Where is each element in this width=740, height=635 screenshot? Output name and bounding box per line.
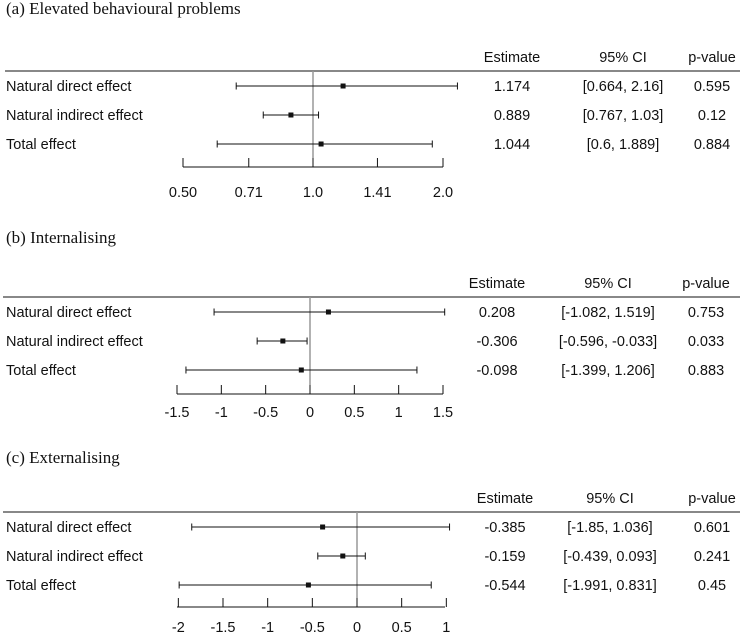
forest-row: Natural indirect effect 0.889 [0.767, 1.03… xyxy=(6,108,726,124)
x-tick-label: 1.41 xyxy=(363,185,391,201)
ci-value: [-1.082, 1.519] xyxy=(561,305,655,321)
p-value: 0.12 xyxy=(698,108,726,124)
row-label: Total effect xyxy=(6,578,76,594)
estimate-point xyxy=(320,524,326,530)
x-tick-label: 0 xyxy=(353,620,361,635)
forest-row: Natural indirect effect -0.159 [-0.439, 0.… xyxy=(6,549,730,565)
ci-value: [-1.85, 1.036] xyxy=(567,520,652,536)
estimate-value: -0.159 xyxy=(484,549,525,565)
ci-value: [0.767, 1.03] xyxy=(583,108,664,124)
panel-title: (a) Elevated behavioural problems xyxy=(6,0,241,18)
ci-value: [-1.399, 1.206] xyxy=(561,363,655,379)
x-tick-label: -1.5 xyxy=(164,405,189,421)
row-label: Natural direct effect xyxy=(6,79,131,95)
p-value: 0.884 xyxy=(694,137,730,153)
estimate-point xyxy=(288,112,294,118)
forest-row: Total effect -0.544 [-1.991, 0.831] 0.45 xyxy=(6,578,726,594)
panel-title: (b) Internalising xyxy=(6,228,116,247)
ci-header: 95% CI xyxy=(599,50,647,66)
forest-panel-3: (c) Externalising Estimate 95% CI p-value Na… xyxy=(3,448,740,635)
estimate-point xyxy=(305,582,311,588)
p-value: 0.45 xyxy=(698,578,726,594)
x-axis: -2 -1.5 -1 -0.5 0 0.5 1 xyxy=(172,598,450,635)
x-tick-label: 1 xyxy=(395,405,403,421)
estimate-point xyxy=(298,367,304,373)
ci-header: 95% CI xyxy=(586,491,634,507)
estimate-value: -0.544 xyxy=(484,578,525,594)
x-tick-label: 2.0 xyxy=(433,185,453,201)
p-value: 0.601 xyxy=(694,520,730,536)
estimate-value: -0.306 xyxy=(476,334,517,350)
p-value-header: p-value xyxy=(688,491,736,507)
x-tick-label: -1 xyxy=(261,620,274,635)
p-value: 0.753 xyxy=(688,305,724,321)
x-tick-label: 0.50 xyxy=(169,185,197,201)
x-axis: 0.50 0.71 1.0 1.41 2.0 xyxy=(169,158,453,201)
row-label: Natural indirect effect xyxy=(6,108,143,124)
forest-panel-2: (b) Internalising Estimate 95% CI p-value Na… xyxy=(3,228,740,421)
p-value-header: p-value xyxy=(688,50,736,66)
x-tick-label: -1 xyxy=(215,405,228,421)
estimate-point xyxy=(340,553,346,559)
row-label: Total effect xyxy=(6,363,76,379)
panel-title: (c) Externalising xyxy=(6,448,120,467)
ci-value: [0.6, 1.889] xyxy=(587,137,660,153)
forest-panel-1: (a) Elevated behavioural problems Estimat… xyxy=(5,0,740,201)
ci-value: [0.664, 2.16] xyxy=(583,79,664,95)
estimate-value: 1.174 xyxy=(494,79,530,95)
p-value: 0.883 xyxy=(688,363,724,379)
estimate-header: Estimate xyxy=(477,491,533,507)
estimate-point xyxy=(340,83,346,89)
x-tick-label: 1.5 xyxy=(433,405,453,421)
estimate-value: -0.385 xyxy=(484,520,525,536)
x-tick-label: -0.5 xyxy=(253,405,278,421)
row-label: Natural indirect effect xyxy=(6,334,143,350)
p-value: 0.241 xyxy=(694,549,730,565)
ci-value: [-0.439, 0.093] xyxy=(563,549,657,565)
estimate-header: Estimate xyxy=(469,276,525,292)
x-tick-label: -0.5 xyxy=(300,620,325,635)
estimate-value: 1.044 xyxy=(494,137,530,153)
estimate-header: Estimate xyxy=(484,50,540,66)
x-tick-label: 1 xyxy=(442,620,450,635)
forest-row: Total effect 1.044 [0.6, 1.889] 0.884 xyxy=(6,137,730,153)
x-tick-label: 1.0 xyxy=(303,185,323,201)
x-tick-label: 0.5 xyxy=(392,620,412,635)
estimate-point xyxy=(325,309,331,315)
row-label: Natural indirect effect xyxy=(6,549,143,565)
x-tick-label: 0 xyxy=(306,405,314,421)
ci-value: [-0.596, -0.033] xyxy=(559,334,657,350)
x-axis: -1.5 -1 -0.5 0 0.5 1 1.5 xyxy=(164,385,453,421)
x-tick-label: 0.5 xyxy=(344,405,364,421)
ci-value: [-1.991, 0.831] xyxy=(563,578,657,594)
x-tick-label: -2 xyxy=(172,620,185,635)
forest-row: Natural direct effect -0.385 [-1.85, 1.036… xyxy=(6,520,730,536)
forest-row: Natural direct effect 1.174 [0.664, 2.16] 0… xyxy=(6,79,730,95)
estimate-point xyxy=(280,338,286,344)
estimate-value: 0.208 xyxy=(479,305,515,321)
x-tick-label: 0.71 xyxy=(235,185,263,201)
estimate-value: -0.098 xyxy=(476,363,517,379)
ci-header: 95% CI xyxy=(584,276,632,292)
forest-row: Total effect -0.098 [-1.399, 1.206] 0.883 xyxy=(6,363,724,379)
estimate-point xyxy=(318,141,324,147)
forest-row: Natural indirect effect -0.306 [-0.596, -0… xyxy=(6,334,724,350)
x-tick-label: -1.5 xyxy=(211,620,236,635)
p-value-header: p-value xyxy=(682,276,730,292)
p-value: 0.595 xyxy=(694,79,730,95)
row-label: Total effect xyxy=(6,137,76,153)
row-label: Natural direct effect xyxy=(6,520,131,536)
p-value: 0.033 xyxy=(688,334,724,350)
forest-row: Natural direct effect 0.208 [-1.082, 1.519… xyxy=(6,305,724,321)
estimate-value: 0.889 xyxy=(494,108,530,124)
row-label: Natural direct effect xyxy=(6,305,131,321)
